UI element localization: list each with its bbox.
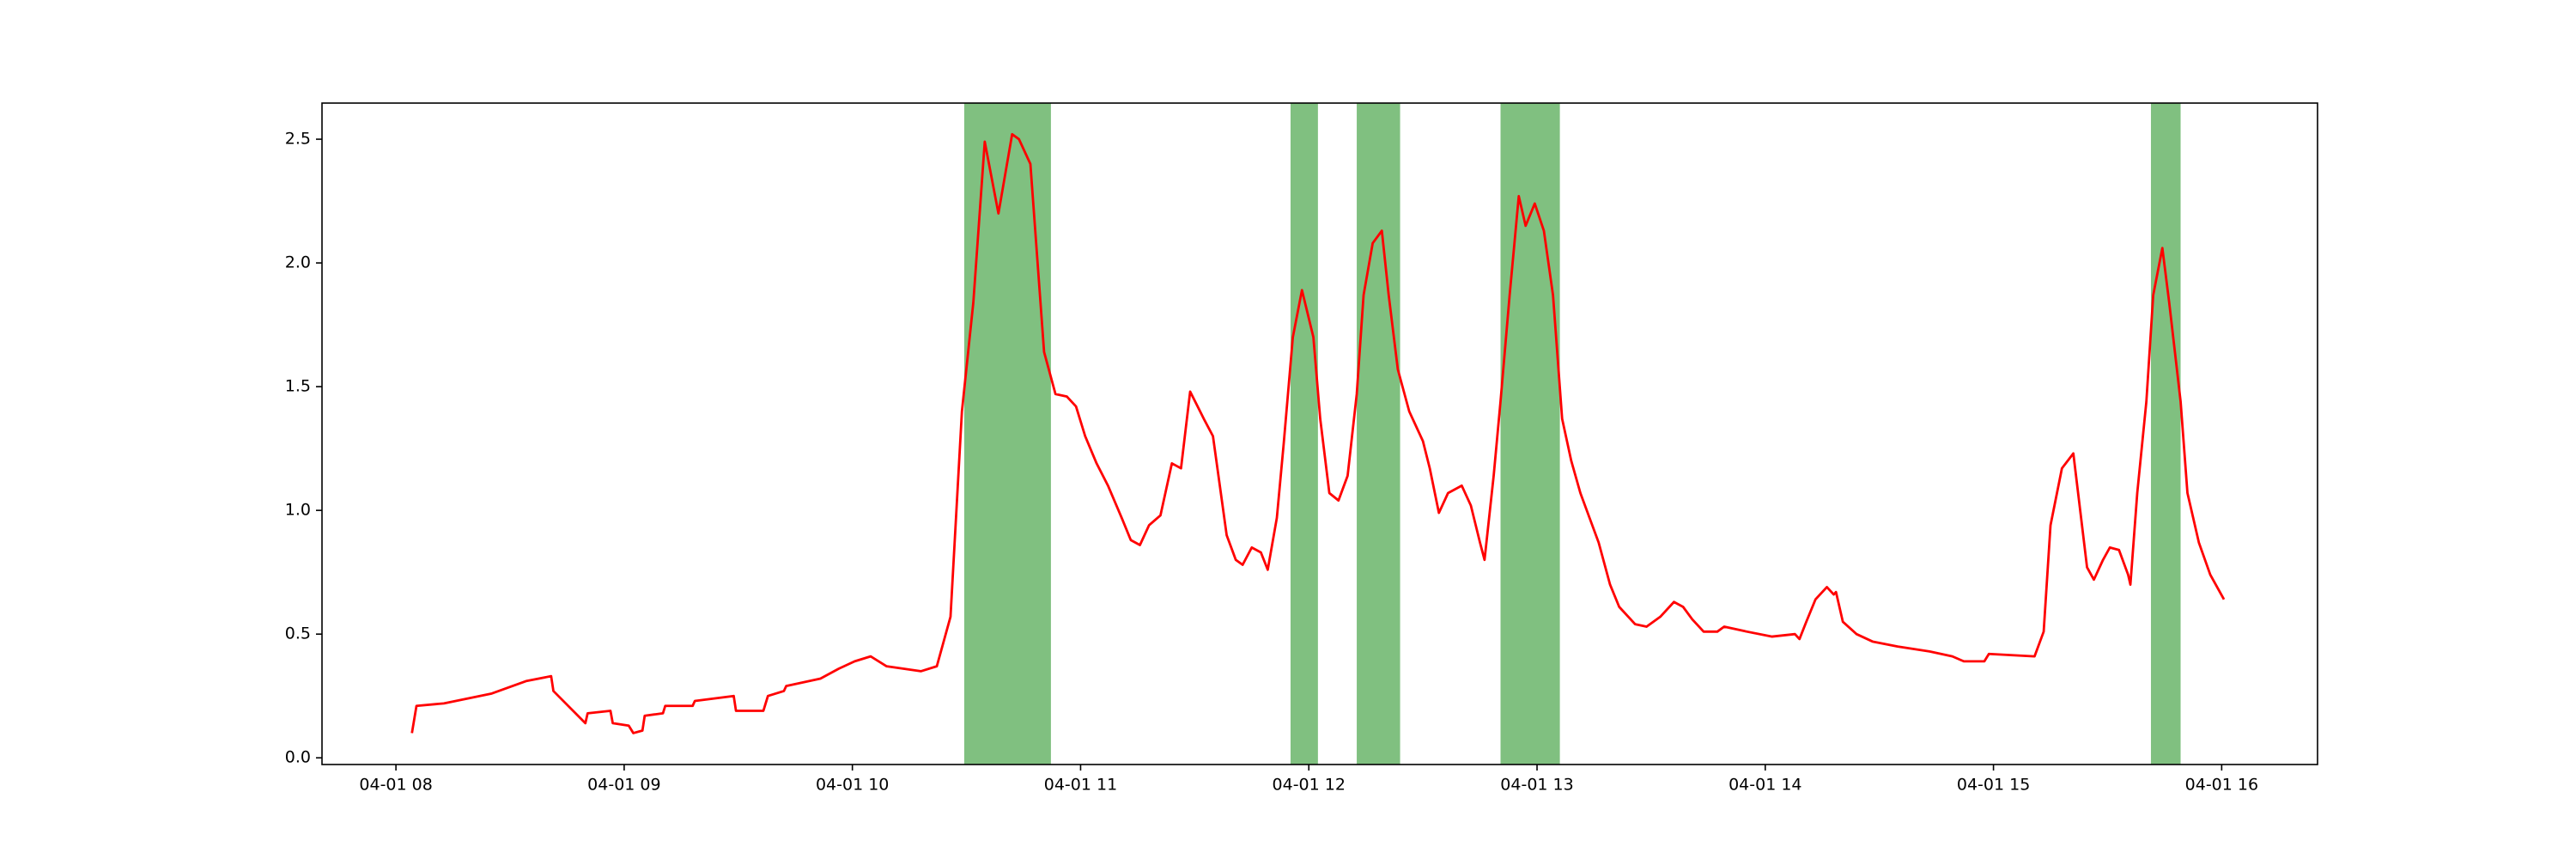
x-tick-label: 04-01 15 [1957, 776, 2030, 795]
axes-frame [321, 102, 2318, 765]
y-tick-label: 0.0 [285, 748, 311, 767]
x-tick-label: 04-01 16 [2185, 776, 2258, 795]
highlight-span [1500, 103, 1560, 765]
x-tick-label: 04-01 08 [359, 776, 432, 795]
y-tick-label: 2.5 [285, 130, 311, 149]
x-tick-label: 04-01 13 [1500, 776, 1573, 795]
highlight-span [963, 103, 1051, 765]
y-tick-label: 1.0 [285, 501, 311, 520]
x-tick-label: 04-01 11 [1044, 776, 1117, 795]
highlight-span [1290, 103, 1318, 765]
y-tick-label: 1.5 [285, 377, 311, 396]
y-tick-label: 2.0 [285, 253, 311, 272]
x-tick-label: 04-01 10 [816, 776, 889, 795]
x-tick-label: 04-01 14 [1728, 776, 1801, 795]
y-tick-label: 0.5 [285, 624, 311, 643]
x-tick-label: 04-01 09 [587, 776, 660, 795]
highlight-span [1357, 103, 1400, 765]
highlight-span [2150, 103, 2181, 765]
x-tick-label: 04-01 12 [1273, 776, 1346, 795]
data-line [410, 132, 2226, 734]
